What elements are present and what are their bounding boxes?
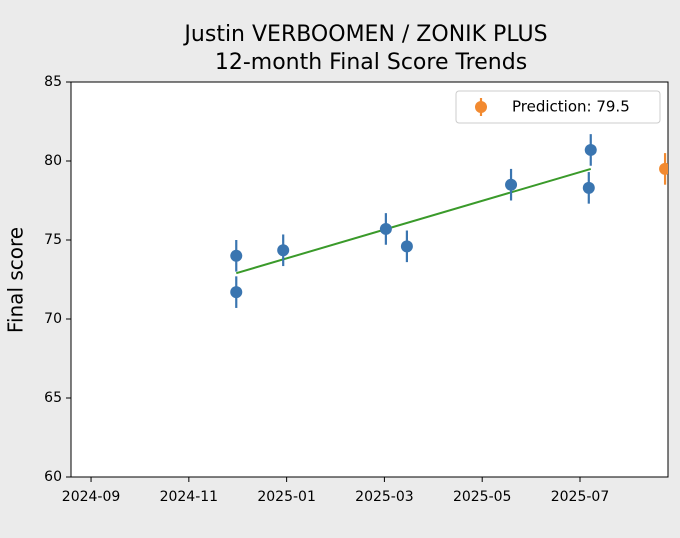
legend-box (455, 90, 661, 124)
data-point (277, 244, 290, 257)
data-point (505, 178, 518, 191)
plot-layer (230, 134, 668, 308)
y-axis-label: Final score (4, 227, 28, 333)
x-tick-label: 2024-09 (62, 489, 121, 505)
y-tick-label: 65 (44, 390, 62, 406)
y-tick-label: 70 (44, 311, 62, 327)
y-tick-label: 80 (44, 153, 62, 169)
x-tick-label: 2025-01 (257, 489, 316, 505)
data-point (582, 181, 595, 194)
x-tick-label: 2025-07 (551, 489, 610, 505)
x-tick-label: 2025-03 (355, 489, 414, 505)
data-point (659, 162, 668, 175)
data-point (584, 143, 597, 156)
legend-marker (475, 101, 487, 113)
y-tick-label: 85 (44, 74, 62, 90)
data-point (400, 240, 413, 253)
data-point (230, 249, 243, 262)
trend-line (235, 167, 592, 275)
x-tick-label: 2024-11 (160, 489, 219, 505)
legend-label: Prediction: 79.5 (512, 98, 630, 116)
y-tick-label: 75 (44, 232, 62, 248)
plot-area (70, 81, 669, 478)
x-tick-label: 2025-05 (453, 489, 512, 505)
chart-title: Justin VERBOOMEN / ZONIK PLUS (182, 22, 547, 47)
chart-subtitle: 12-month Final Score Trends (215, 50, 527, 75)
data-point (379, 222, 392, 235)
data-point (230, 286, 243, 299)
y-tick-label: 60 (44, 469, 62, 485)
